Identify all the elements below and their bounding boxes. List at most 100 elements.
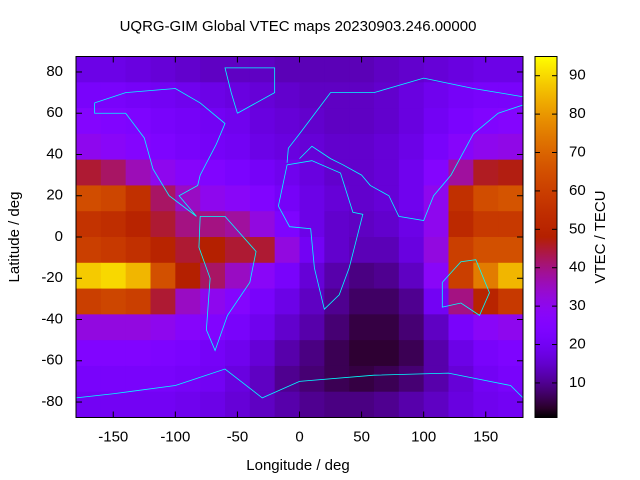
heat-cell (498, 314, 524, 341)
y-tick-label: -40 (41, 310, 63, 327)
heat-cell (448, 237, 474, 264)
y-tick-label: 20 (46, 187, 63, 204)
heat-cell (249, 340, 276, 367)
heat-cell (125, 340, 151, 367)
heat-cell (150, 340, 176, 367)
heat-cell (175, 56, 201, 83)
heat-cell (100, 108, 127, 135)
heat-cell (249, 391, 276, 418)
colorbar-tick-label: 70 (569, 143, 586, 160)
heat-cell (324, 108, 350, 135)
heat-cell (125, 82, 151, 109)
heat-cell (423, 133, 449, 161)
colorbar-tick-label: 30 (569, 297, 586, 314)
heat-cell (448, 340, 474, 367)
heat-cell (200, 56, 226, 83)
colorbar-tick-label: 40 (569, 259, 586, 276)
heat-cell (349, 340, 375, 367)
y-tick-label: -20 (41, 269, 63, 286)
heat-cell (324, 56, 350, 83)
heat-cell (473, 288, 499, 315)
heat-cell (150, 211, 176, 238)
heat-cell (225, 185, 251, 212)
heat-cell (175, 237, 201, 264)
heat-cell (225, 133, 251, 161)
heat-cell (274, 185, 300, 212)
heat-cell (76, 185, 102, 212)
heat-cell (150, 133, 176, 161)
heat-cell (448, 108, 474, 135)
heat-cell (423, 56, 449, 83)
heat-cell (349, 237, 375, 264)
heat-cell (76, 211, 102, 238)
heat-cell (175, 288, 201, 315)
heat-cell (498, 108, 524, 135)
heat-cell (299, 133, 325, 161)
heat-cell (225, 314, 251, 341)
heat-cell (175, 262, 201, 290)
heat-cell (324, 211, 350, 238)
heat-cell (349, 365, 375, 393)
colorbar (534, 56, 558, 418)
heat-cell (274, 288, 300, 315)
heat-cell (125, 314, 151, 341)
heat-cell (249, 211, 276, 238)
heat-cell (200, 185, 226, 212)
heat-cell (225, 288, 251, 315)
heat-cell (448, 365, 474, 393)
heat-cell (274, 159, 300, 186)
heat-cell (274, 211, 300, 238)
heat-cell (100, 365, 127, 393)
heat-cell (299, 340, 325, 367)
heat-cell (498, 391, 524, 418)
x-axis-label: Longitude / deg (246, 457, 349, 474)
heat-cell (100, 185, 127, 212)
heat-cell (423, 159, 449, 186)
heat-cell (498, 159, 524, 186)
heat-cell (473, 314, 499, 341)
heat-cell (374, 340, 400, 367)
heat-cell (423, 211, 449, 238)
heat-cell (249, 185, 276, 212)
y-tick-label: 80 (46, 63, 63, 80)
heat-cell (398, 314, 425, 341)
heat-cell (374, 365, 400, 393)
heat-cell (423, 185, 449, 212)
y-tick-label: -80 (41, 393, 63, 410)
heat-cell (249, 133, 276, 161)
heat-cell (423, 288, 449, 315)
heat-cell (249, 288, 276, 315)
heat-cell (349, 262, 375, 290)
heat-cell (498, 262, 524, 290)
heat-cell (498, 365, 524, 393)
heat-cell (76, 314, 102, 341)
heat-cell (200, 391, 226, 418)
heat-cell (125, 365, 151, 393)
heat-cell (125, 262, 151, 290)
heat-cell (100, 159, 127, 186)
heat-cell (76, 159, 102, 186)
heat-cell (200, 133, 226, 161)
heat-cell (274, 82, 300, 109)
heat-cell (125, 391, 151, 418)
heat-cell (200, 211, 226, 238)
heat-cell (125, 159, 151, 186)
heat-cell (175, 314, 201, 341)
heat-cell (398, 133, 425, 161)
heat-cell (498, 211, 524, 238)
heat-cell (225, 108, 251, 135)
heat-cell (150, 185, 176, 212)
heat-cell (200, 237, 226, 264)
heat-cell (299, 185, 325, 212)
heat-cell (349, 288, 375, 315)
heat-cell (374, 288, 400, 315)
heat-cell (299, 82, 325, 109)
heat-cell (349, 82, 375, 109)
heat-cell (299, 211, 325, 238)
heat-cell (175, 391, 201, 418)
heat-cell (225, 340, 251, 367)
coastline (299, 104, 524, 221)
heat-cell (274, 108, 300, 135)
heat-cell (125, 185, 151, 212)
heat-cell (299, 108, 325, 135)
